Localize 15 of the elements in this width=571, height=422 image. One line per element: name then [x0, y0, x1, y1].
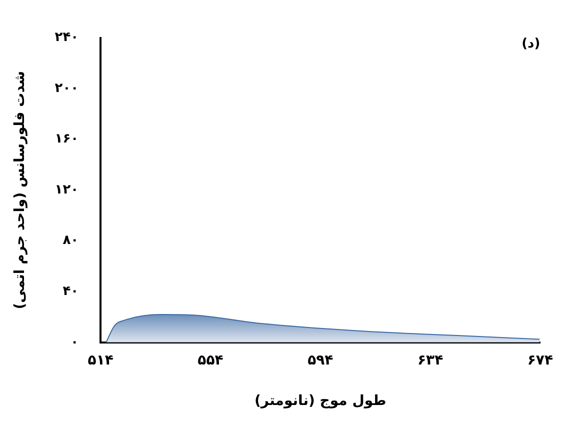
x-tick-label: ۶۷۴: [527, 352, 554, 368]
y-axis-title: شدت فلورسانس (واحد جرم اتمی): [12, 70, 28, 310]
y-tick-label: ۸۰: [62, 233, 79, 248]
y-tick-label: ۱۶۰: [54, 132, 79, 147]
x-tick-label: ۵۱۴: [88, 352, 114, 368]
x-tick-label: ۵۵۴: [198, 352, 224, 368]
annotation: (د): [522, 36, 540, 52]
x-tick-label: ۶۳۴: [417, 352, 444, 368]
x-tick-label: ۵۹۴: [308, 352, 334, 368]
y-tick-label: ۰: [70, 334, 79, 350]
y-tick-label: ۱۲۰: [54, 182, 79, 198]
y-tick-label: ۲۰۰: [54, 80, 79, 96]
y-tick-label: ۴۰: [62, 284, 79, 300]
y-tick-label: ۲۴۰: [54, 30, 79, 46]
x-axis-title: طول موج (نانومتر): [254, 393, 386, 410]
